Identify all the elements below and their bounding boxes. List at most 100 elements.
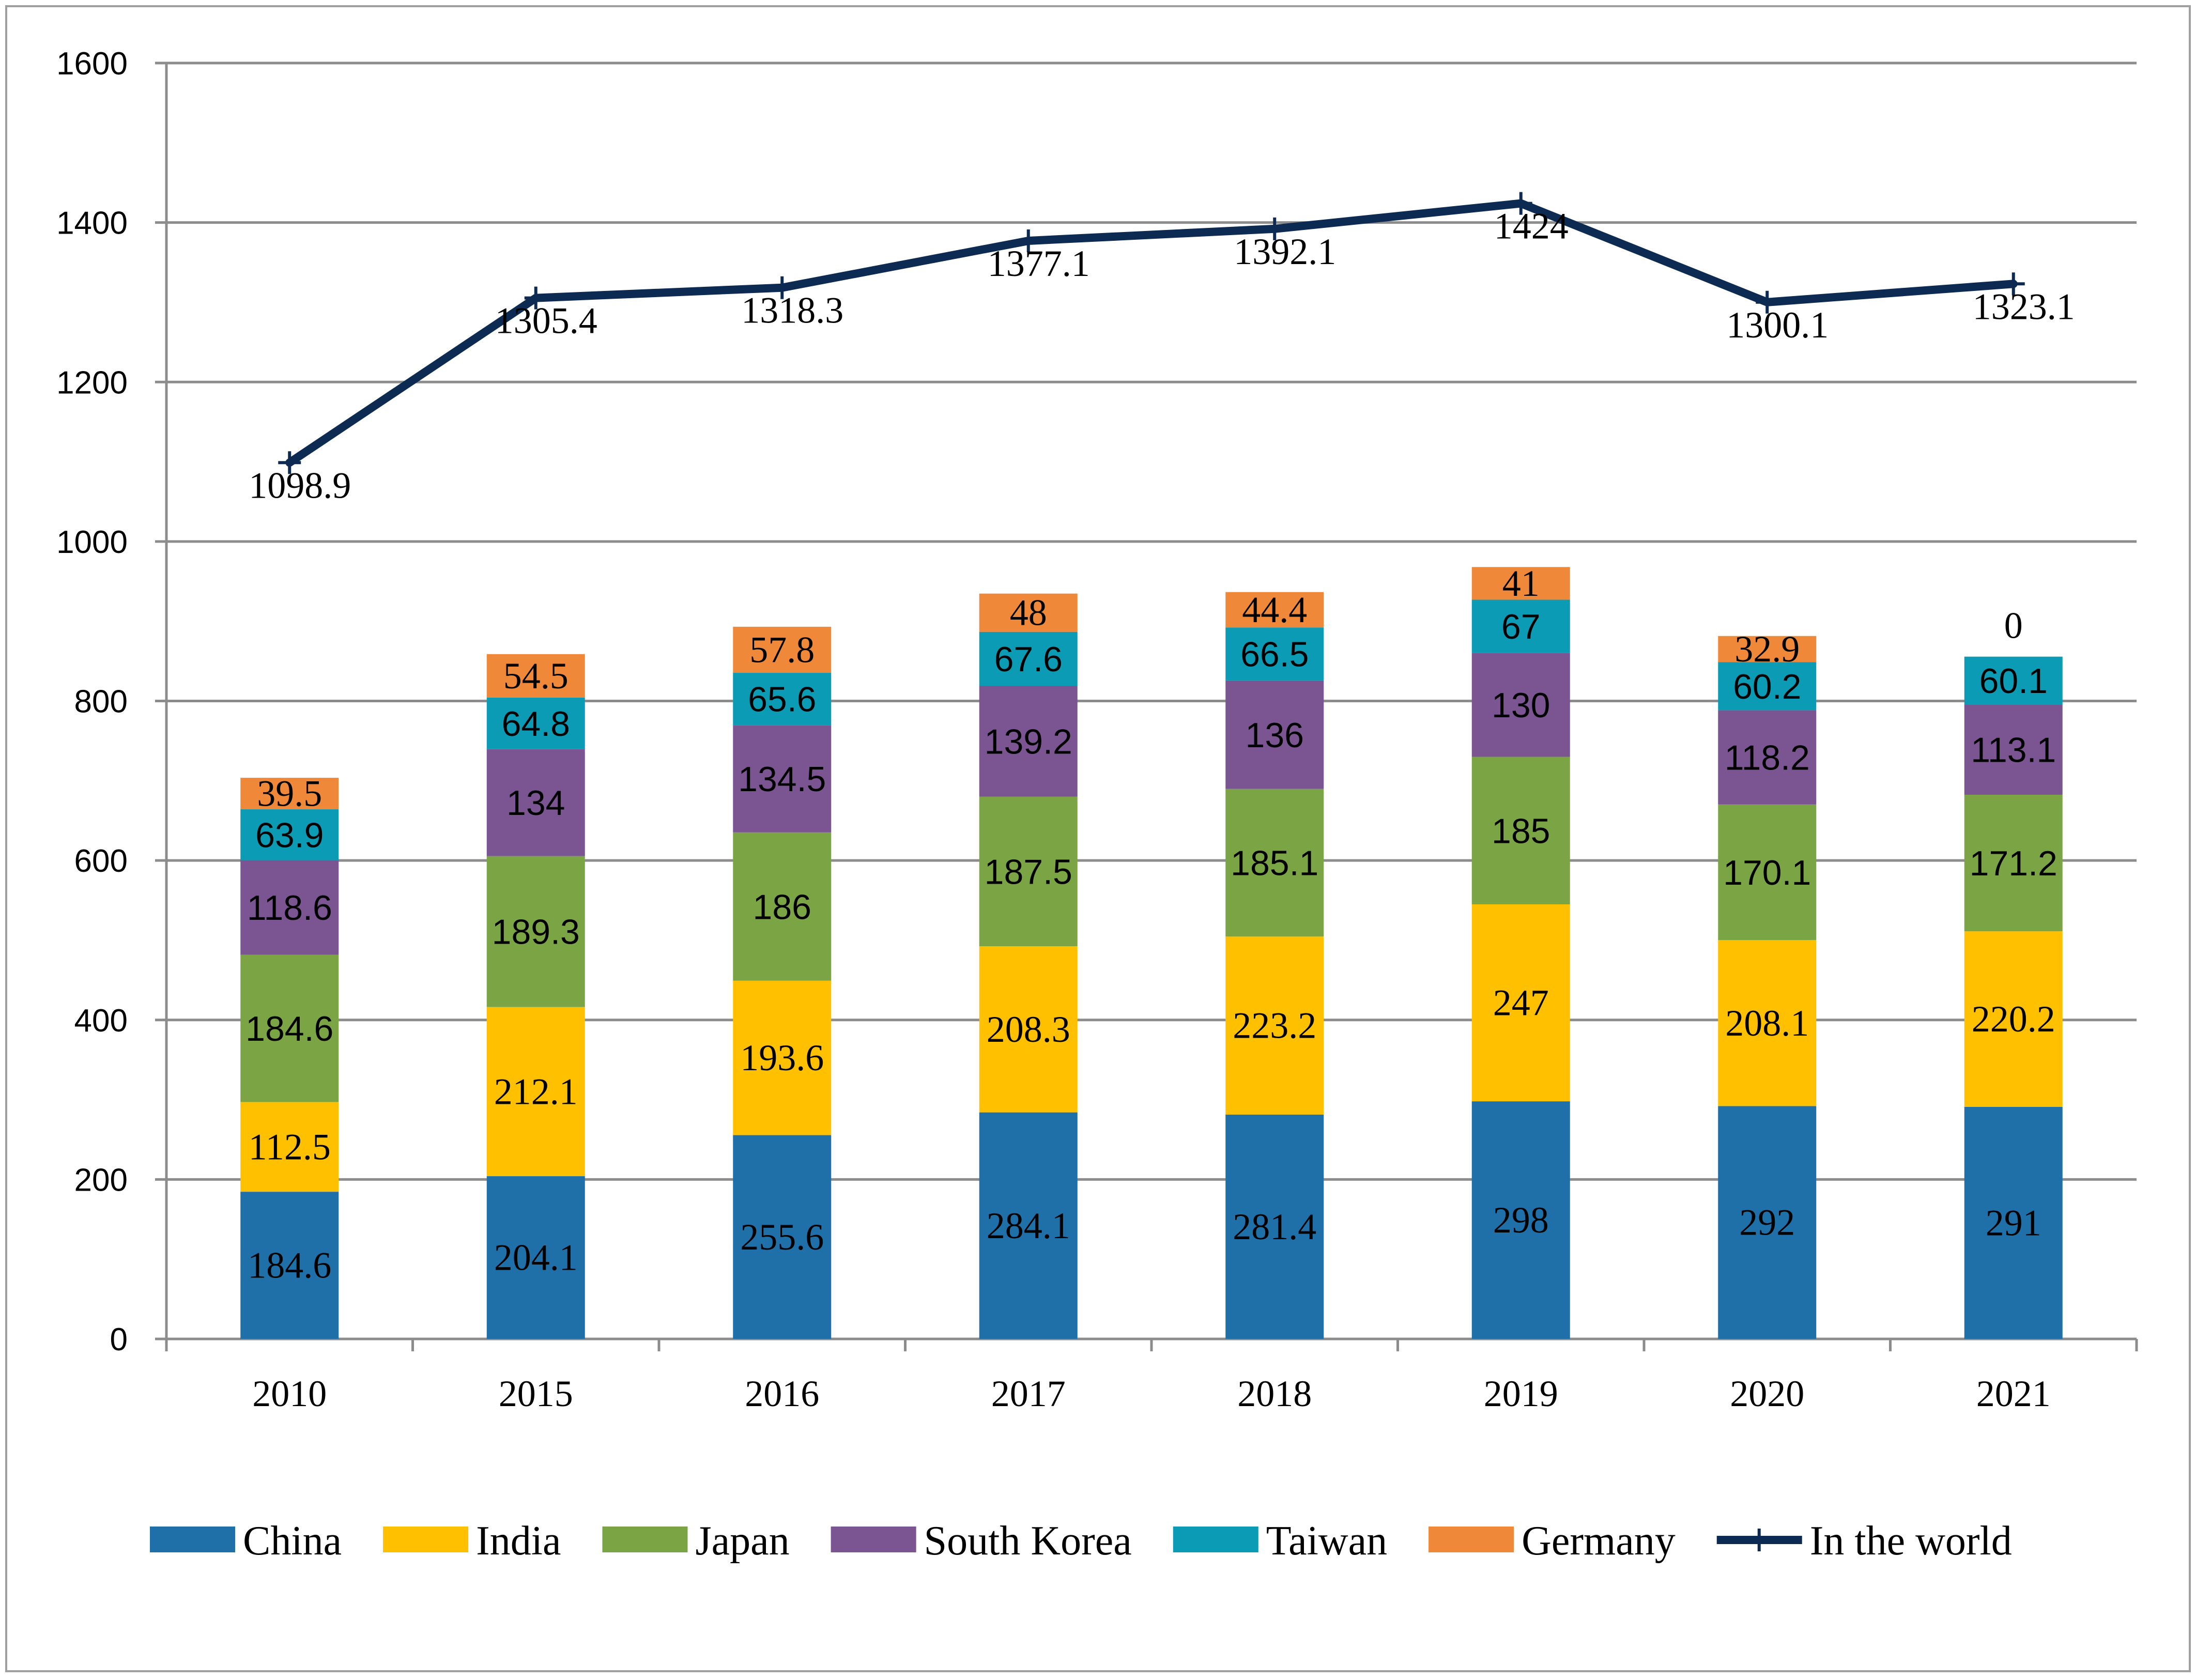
- y-tick-label: 1600: [56, 46, 128, 82]
- bar-data-label: 189.3: [492, 913, 580, 952]
- bar-data-label: 0: [2004, 605, 2023, 646]
- bar-data-label: 281.4: [1233, 1206, 1316, 1247]
- bar-data-label: 54.5: [503, 655, 569, 697]
- world-line-label: 1377.1: [988, 243, 1090, 284]
- bar-data-label: 247: [1493, 982, 1549, 1024]
- world-line-path: [285, 199, 2018, 467]
- bar-segment-taiwan: [486, 697, 585, 749]
- bar-data-label: 185: [1492, 811, 1550, 851]
- legend-swatch-south-korea: [831, 1527, 916, 1552]
- x-tick-label: 2017: [991, 1373, 1066, 1414]
- bar-data-label: 212.1: [494, 1071, 578, 1112]
- y-tick-label: 400: [74, 1003, 128, 1039]
- bar-data-label: 220.2: [1972, 998, 2055, 1040]
- x-tick-label: 2020: [1730, 1373, 1804, 1414]
- bar-data-label: 65.6: [748, 680, 816, 719]
- bar-data-label: 291: [1986, 1202, 2041, 1243]
- bar-data-label: 57.8: [749, 629, 815, 670]
- bar-segment-taiwan: [1718, 662, 1817, 711]
- bar-data-label: 223.2: [1233, 1005, 1316, 1046]
- bar-segment-china: [486, 1176, 585, 1339]
- bar-segment-japan: [979, 796, 1078, 947]
- bar-segment-south-korea: [1718, 710, 1817, 805]
- bar-data-label: 208.1: [1725, 1003, 1809, 1044]
- bar-segment-germany: [1471, 567, 1570, 600]
- bar-segment-south-korea: [1471, 653, 1570, 757]
- bar-segment-china: [1471, 1101, 1570, 1339]
- bar-segment-germany: [1718, 636, 1817, 662]
- legend-swatch-japan: [602, 1527, 688, 1552]
- bar-segment-india: [1718, 940, 1817, 1106]
- bar-segment-south-korea: [1964, 704, 2063, 795]
- y-tick-label: 1000: [56, 525, 128, 560]
- y-tick-label: 800: [74, 684, 128, 720]
- y-tick-label: 1400: [56, 206, 128, 241]
- bar-segment-japan: [733, 832, 832, 981]
- x-tick-label: 2018: [1237, 1373, 1312, 1414]
- bar-segment-india: [1471, 904, 1570, 1102]
- bar-segment-china: [1718, 1106, 1817, 1339]
- x-tick-label: 2016: [745, 1373, 819, 1414]
- legend-label: Germany: [1522, 1518, 1676, 1564]
- bar-data-label: 41: [1502, 563, 1540, 604]
- world-line-label: 1098.9: [249, 465, 351, 506]
- bar-data-label: 136: [1246, 716, 1304, 755]
- bar-data-label: 130: [1492, 686, 1550, 725]
- x-tick-label: 2015: [499, 1373, 573, 1414]
- bar-segment-germany: [240, 778, 339, 810]
- bar-segment-taiwan: [240, 809, 339, 860]
- bar-data-label: 187.5: [985, 852, 1072, 891]
- bar-segment-india: [240, 1102, 339, 1192]
- bar-data-label: 113.1: [1971, 731, 2056, 770]
- bar-segment-japan: [1471, 757, 1570, 904]
- bar-data-label: 66.5: [1240, 635, 1309, 674]
- bar-data-label: 48: [1010, 592, 1047, 634]
- bar-data-label: 186: [753, 887, 811, 927]
- bar-segment-japan: [1718, 804, 1817, 941]
- bar-segment-china: [240, 1192, 339, 1339]
- bar-segment-south-korea: [733, 725, 832, 833]
- bar-data-label: 60.1: [1979, 661, 2048, 701]
- legend-label: South Korea: [924, 1518, 1132, 1564]
- bar-segment-taiwan: [1964, 656, 2063, 705]
- bar-data-label: 32.9: [1734, 628, 1800, 670]
- bar-segment-south-korea: [1225, 680, 1324, 789]
- world-line-label: 1424: [1494, 206, 1569, 247]
- bar-segment-south-korea: [240, 860, 339, 955]
- bar-segment-china: [1225, 1114, 1324, 1339]
- bar-data-label: 39.5: [257, 773, 322, 814]
- bar-data-label: 60.2: [1733, 667, 1801, 706]
- bar-segment-india: [1964, 931, 2063, 1107]
- bar-segment-japan: [240, 954, 339, 1102]
- bar-segment-south-korea: [979, 686, 1078, 797]
- bar-segment-japan: [486, 856, 585, 1007]
- bar-segment-germany: [1225, 592, 1324, 628]
- legend: China India Japan South Korea Taiwan Germany I…: [150, 1518, 2012, 1564]
- legend-label: Taiwan: [1266, 1518, 1387, 1564]
- bar-segment-germany: [486, 654, 585, 698]
- y-tick-label: 0: [110, 1322, 128, 1358]
- bar-segment-taiwan: [979, 631, 1078, 686]
- world-line: 1098.9 1305.4 1318.3 1377.1 1392.1 1424 1300.1…: [249, 192, 2075, 506]
- bar-segment-china: [733, 1135, 832, 1339]
- bar-data-label: 185.1: [1231, 844, 1318, 883]
- bar-segment-japan: [1964, 794, 2063, 932]
- legend-swatch-germany: [1429, 1527, 1514, 1552]
- legend-label: Japan: [695, 1518, 789, 1564]
- legend-label: India: [476, 1518, 561, 1564]
- bar-data-label: 139.2: [985, 722, 1072, 761]
- bar-segment-india: [1225, 936, 1324, 1115]
- bar-data-label: 134: [506, 783, 565, 823]
- bar-segment-taiwan: [1471, 599, 1570, 653]
- bar-segment-india: [979, 946, 1078, 1113]
- bar-data-label: 63.9: [255, 815, 324, 855]
- bar-data-label: 204.1: [494, 1237, 578, 1278]
- y-tick-label: 1200: [56, 365, 128, 400]
- bar-data-label: 292: [1739, 1202, 1795, 1243]
- legend-swatch-china: [150, 1527, 235, 1552]
- x-tick-label: 2019: [1484, 1373, 1558, 1414]
- x-tick-label: 2010: [252, 1373, 327, 1414]
- bar-segment-china: [1964, 1106, 2063, 1339]
